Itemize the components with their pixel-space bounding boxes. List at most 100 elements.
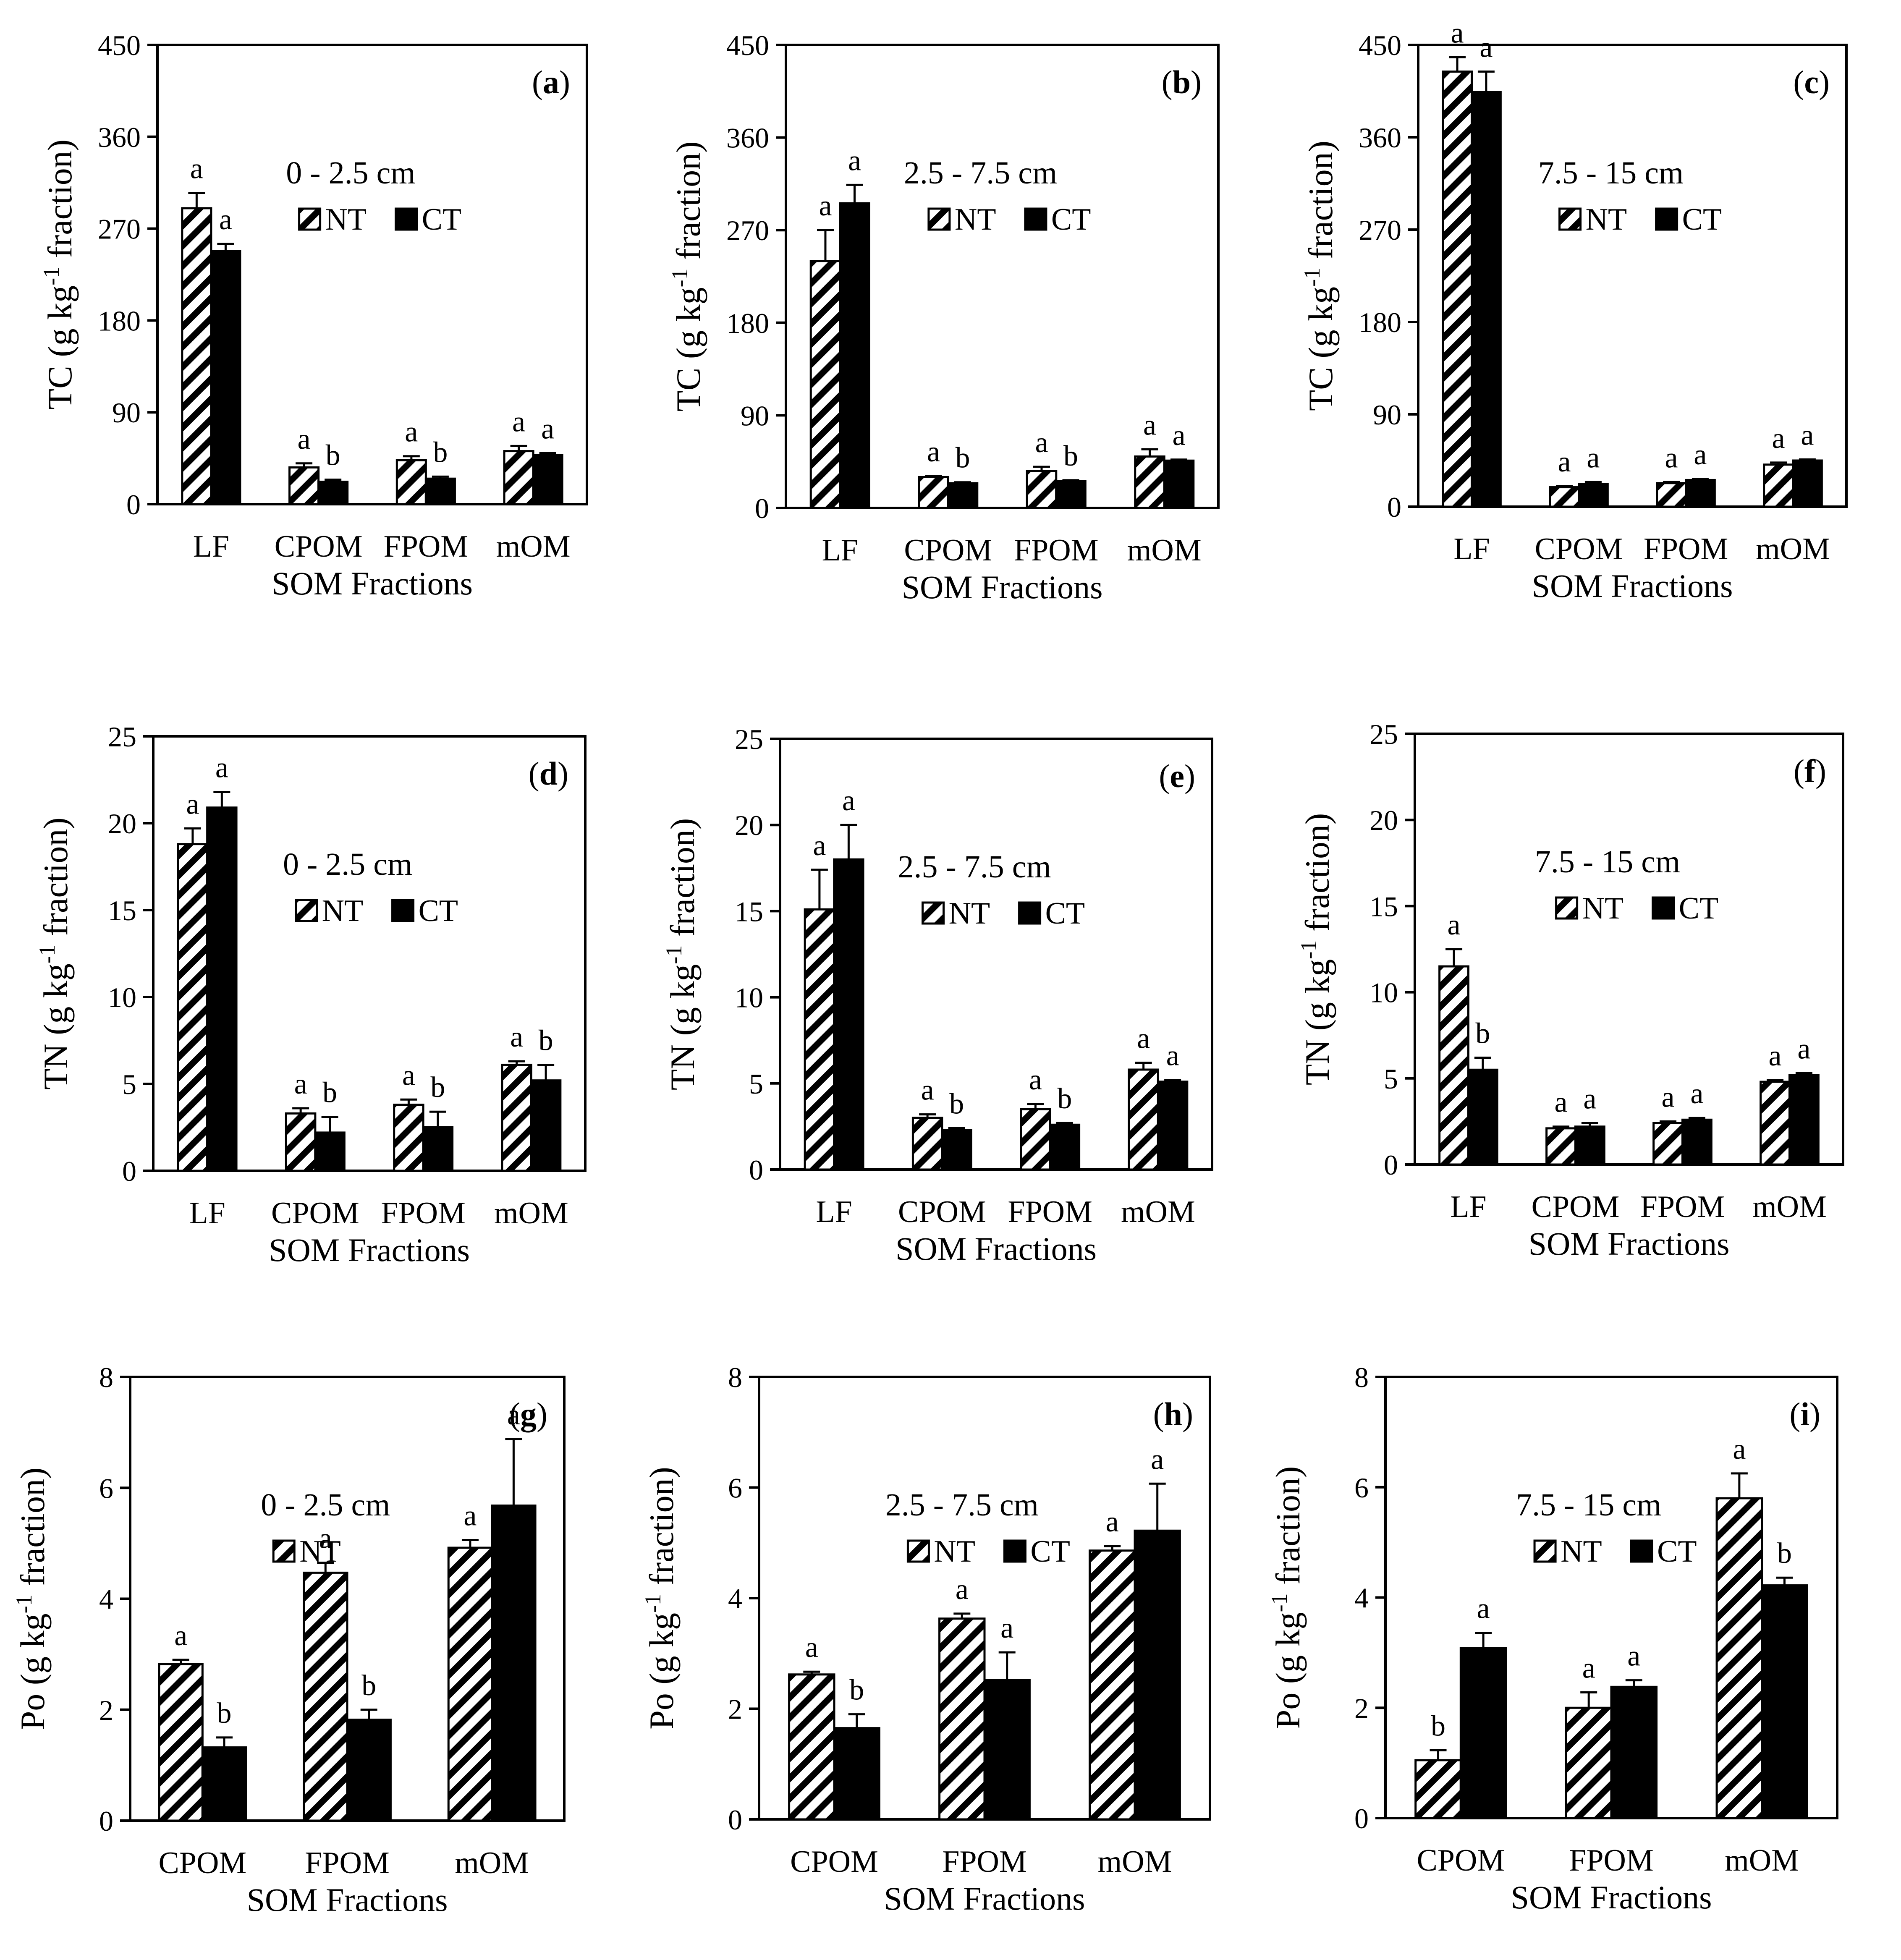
panel-c: 0 90 180 270 360 450 TC (g kg-1 fraction) LF CPO… <box>1299 17 1848 604</box>
bar-ct <box>1471 91 1502 508</box>
panel-label-close: ) <box>1182 1396 1193 1432</box>
bar-nt <box>804 908 835 1171</box>
panel-label-letter: a <box>543 64 559 100</box>
y-tick-label: 270 <box>726 215 769 246</box>
category-label: mOM <box>1127 533 1202 568</box>
y-axis-label-superscript: -1 <box>39 267 64 285</box>
significance-letter: a <box>1555 1086 1568 1119</box>
significance-letter: b <box>322 1077 337 1109</box>
bar-nt <box>1652 1122 1684 1166</box>
y-axis-label-rest: fraction) <box>663 818 702 945</box>
x-axis-title: SOM Fractions <box>269 1232 470 1268</box>
y-tick-label: 2 <box>99 1694 113 1726</box>
panel-label: (f) <box>1794 753 1826 789</box>
y-axis-label-rest: fraction) <box>642 1467 681 1594</box>
y-tick-label: 15 <box>108 895 136 926</box>
significance-letter: a <box>819 190 832 222</box>
y-tick-label: 10 <box>1369 977 1398 1009</box>
category-label: mOM <box>455 1846 529 1880</box>
significance-letter: a <box>219 204 232 236</box>
panel-label-close: ) <box>1815 753 1826 789</box>
y-tick-label: 180 <box>1359 306 1401 338</box>
bar-ct <box>833 1727 880 1821</box>
significance-letter: a <box>1662 1081 1675 1113</box>
legend-label-ct: CT <box>1679 891 1719 926</box>
significance-letter: b <box>433 436 448 468</box>
legend-swatch-ct <box>395 207 418 231</box>
y-tick-label: 90 <box>1373 399 1401 431</box>
y-axis-label-superscript: -1 <box>34 945 60 963</box>
bar-nt <box>501 1063 532 1172</box>
bar-nt <box>1438 965 1469 1166</box>
significance-letter: a <box>1690 1078 1703 1110</box>
y-tick-label: 0 <box>99 1805 113 1837</box>
bar-nt <box>177 843 209 1172</box>
bar-ct <box>1685 479 1716 508</box>
panel-label-letter: c <box>1804 64 1819 100</box>
y-tick-label: 0 <box>122 1155 136 1187</box>
bar-ct <box>833 858 864 1171</box>
y-axis-label-superscript: -1 <box>661 945 686 964</box>
panel-label: (a) <box>532 64 570 100</box>
y-tick-label: 8 <box>1354 1361 1369 1393</box>
depth-label: 7.5 - 15 cm <box>1535 844 1680 879</box>
legend-label-ct: CT <box>1051 202 1091 237</box>
legend-label-ct: CT <box>419 894 458 928</box>
significance-letter: b <box>949 1088 964 1120</box>
y-axis-label: TN (g kg-1 fraction) <box>1296 813 1336 1085</box>
x-axis-title: SOM Fractions <box>902 569 1103 605</box>
y-tick-label: 20 <box>1369 804 1398 836</box>
bar-ct <box>424 477 456 505</box>
plot-frame <box>779 738 1213 1171</box>
bar-ct <box>1459 1647 1507 1819</box>
y-axis-label-rest: fraction) <box>41 139 79 267</box>
category-label: CPOM <box>904 533 992 568</box>
significance-letter: b <box>217 1697 232 1730</box>
significance-letter: a <box>842 785 855 817</box>
panel-label-letter: d <box>539 755 558 792</box>
y-tick-label: 0 <box>728 1804 742 1836</box>
significance-letter: a <box>402 1059 415 1091</box>
significance-letter: a <box>1801 419 1814 452</box>
significance-letter: a <box>510 1021 523 1053</box>
panel-label: (b) <box>1162 64 1202 100</box>
y-axis-label-superscript: -1 <box>1296 940 1321 959</box>
panel-label: (d) <box>529 755 568 792</box>
significance-letter: b <box>539 1024 553 1057</box>
panel-a: 0 90 180 270 360 450 TC (g kg-1 fraction) LF CPO… <box>39 29 588 602</box>
legend-swatch-ct <box>1655 207 1678 231</box>
y-tick-label: 360 <box>1359 122 1401 154</box>
y-tick-label: 270 <box>98 213 141 245</box>
y-tick-label: 5 <box>122 1068 136 1100</box>
legend-label-nt: NT <box>1586 202 1627 237</box>
y-axis-label: TC (g kg-1 fraction) <box>667 141 707 412</box>
bar-ct <box>530 1079 562 1172</box>
panel-label-close: ) <box>1819 64 1830 100</box>
x-axis-title: SOM Fractions <box>1529 1225 1730 1262</box>
y-tick-label: 270 <box>1359 214 1401 246</box>
significance-letter: a <box>1166 1040 1179 1072</box>
bar-nt <box>1414 1759 1462 1819</box>
category-label: mOM <box>1121 1195 1195 1229</box>
significance-letter: a <box>1772 422 1785 455</box>
y-tick-label: 20 <box>108 808 136 840</box>
significance-letter: a <box>1694 439 1707 471</box>
bar-ct <box>941 1129 972 1171</box>
category-label: LF <box>1453 532 1490 566</box>
plot-frame <box>156 44 588 505</box>
bar-ct <box>1157 1081 1189 1171</box>
bar-ct <box>1163 459 1195 509</box>
significance-letter: b <box>849 1674 864 1706</box>
legend-swatch-ct <box>1018 901 1042 925</box>
significance-letter: a <box>1172 419 1185 452</box>
category-label: FPOM <box>1640 1190 1725 1224</box>
category-label: CPOM <box>1417 1843 1505 1878</box>
bar-nt <box>1134 455 1165 509</box>
y-tick-label: 450 <box>726 29 769 61</box>
y-tick-label: 6 <box>728 1472 742 1504</box>
bar-nt <box>938 1617 986 1821</box>
significance-letter: a <box>319 1523 332 1555</box>
panel-label-letter: g <box>520 1396 537 1432</box>
y-tick-label: 25 <box>1369 718 1398 750</box>
